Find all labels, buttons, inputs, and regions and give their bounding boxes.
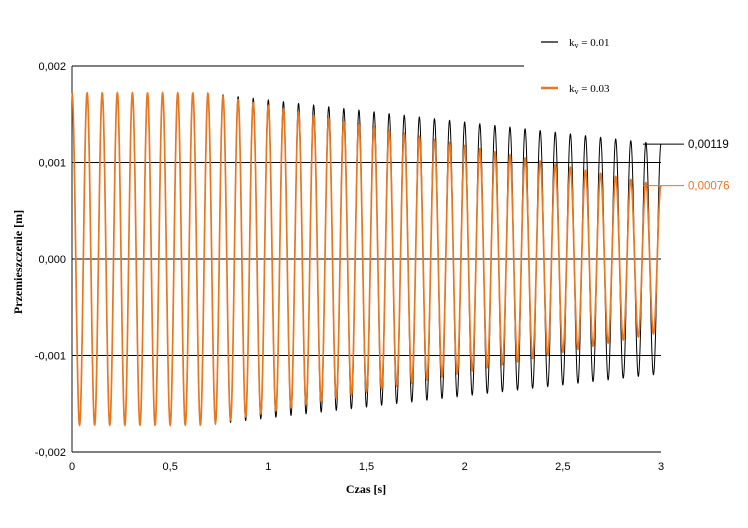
end-value-callouts: 0,00119 0,00076 (643, 139, 730, 193)
y-tick-label: 0,002 (38, 61, 66, 73)
legend: kv = 0.01 kv = 0.03 (541, 37, 610, 96)
x-tick-label: 1 (265, 461, 271, 473)
x-tick-label: 0 (69, 461, 75, 473)
y-tick-label: -0,002 (35, 447, 66, 459)
grid-lines (71, 65, 661, 453)
x-axis-title: Czas [s] (346, 482, 386, 496)
x-tick-label: 0,5 (163, 461, 178, 473)
y-axis-title: Przemieszczenie [m] (11, 210, 25, 314)
y-tick-label: 0,001 (38, 158, 66, 170)
series-line-2 (71, 91, 662, 427)
x-axis-tick-labels: 0 0,5 1 1,5 2 2,5 3 (69, 461, 664, 473)
y-tick-label: 0,000 (38, 254, 66, 266)
x-tick-label: 2,5 (555, 461, 570, 473)
legend-label: kv = 0.01 (569, 37, 609, 50)
legend-label: kv = 0.03 (569, 83, 610, 96)
x-tick-label: 1,5 (359, 461, 374, 473)
x-tick-label: 3 (658, 461, 664, 473)
x-tick-label: 2 (462, 461, 468, 473)
callout-label: 0,00076 (688, 181, 730, 193)
y-axis-tick-labels: -0,002 -0,001 0,000 0,001 0,002 (35, 61, 66, 459)
series-lines (71, 91, 662, 427)
callout-label: 0,00119 (688, 139, 729, 151)
y-tick-label: -0,001 (35, 351, 66, 363)
